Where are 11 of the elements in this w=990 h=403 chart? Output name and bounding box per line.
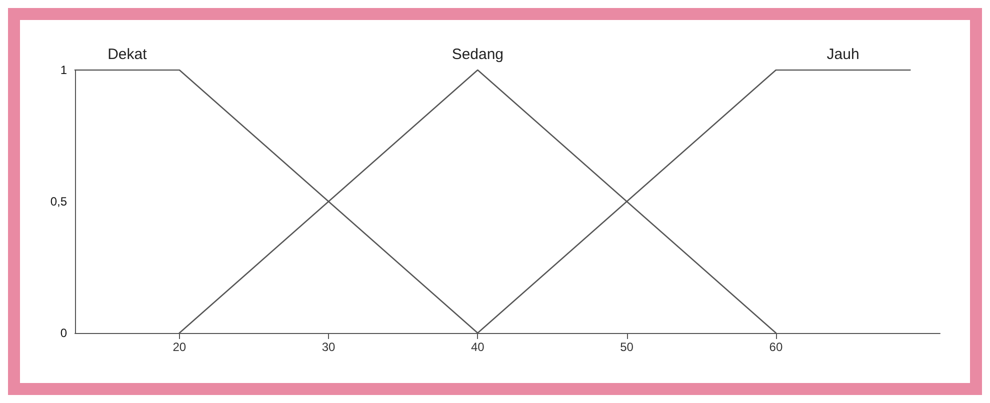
y-tick-label: 0,5 [50,194,68,208]
series-label: Dekat [108,46,148,63]
x-tick-label: 60 [769,340,783,354]
x-tick-label: 20 [172,340,186,354]
x-tick-label: 50 [620,340,634,354]
series-label: Jauh [826,46,860,63]
x-tick-label: 40 [470,340,485,354]
y-tick-label: 0 [60,326,68,340]
series-label: Sedang [452,46,504,63]
x-tick-label: 30 [322,340,336,354]
y-tick-label: 1 [60,63,68,77]
